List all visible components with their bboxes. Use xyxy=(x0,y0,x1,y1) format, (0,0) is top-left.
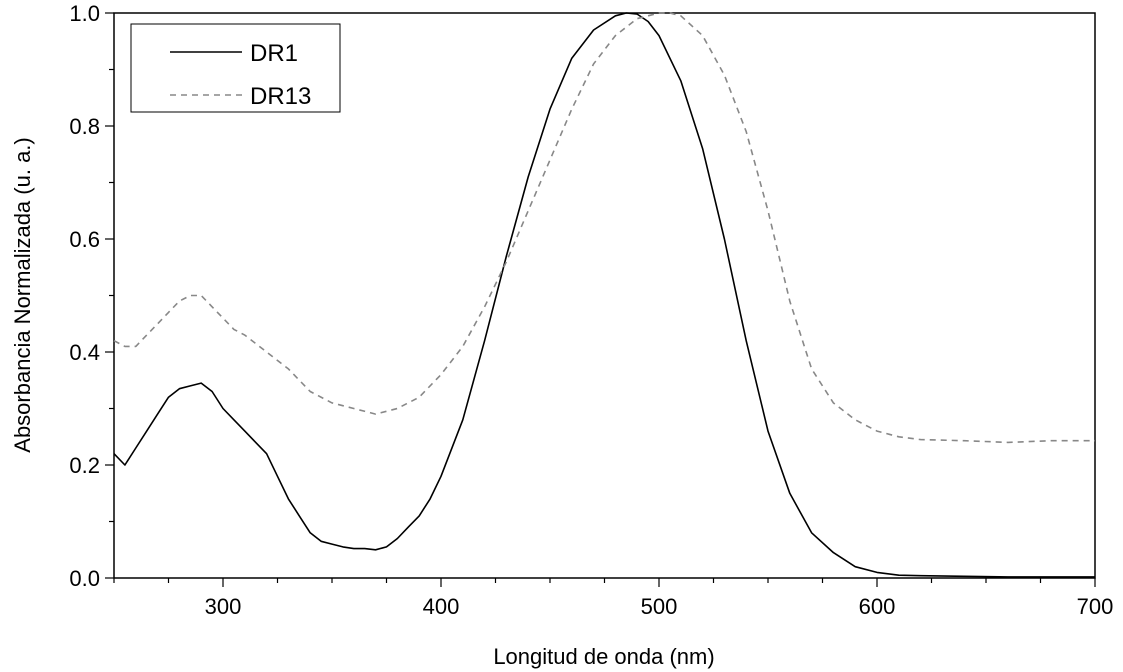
legend-label-dr13: DR13 xyxy=(250,83,311,110)
legend-label-dr1: DR1 xyxy=(250,40,298,67)
x-tick-label: 500 xyxy=(641,594,678,619)
series-line-dr13 xyxy=(113,12,1095,444)
y-tick-label: 1.0 xyxy=(69,1,100,26)
x-axis-label: Longitud de onda (nm) xyxy=(493,644,714,669)
y-tick-label: 0.0 xyxy=(69,566,100,591)
x-axis: 300 400 500 600 700 xyxy=(113,578,1114,619)
x-tick-label: 700 xyxy=(1077,594,1114,619)
y-tick-label: 0.2 xyxy=(69,453,100,478)
x-tick-label: 300 xyxy=(205,594,242,619)
legend-box xyxy=(130,23,341,113)
y-axis: 0.0 0.2 0.4 0.6 0.8 1.0 xyxy=(69,1,114,591)
y-tick-label: 0.4 xyxy=(69,340,100,365)
series-line-dr1 xyxy=(113,12,1095,578)
x-tick-label: 400 xyxy=(423,594,460,619)
y-tick-label: 0.8 xyxy=(69,114,100,139)
x-tick-label: 600 xyxy=(859,594,896,619)
series-layer xyxy=(113,12,1095,578)
legend: DR1 DR13 xyxy=(130,23,341,113)
y-axis-label: Absorbancia Normalizada (u. a.) xyxy=(10,137,35,452)
y-tick-label: 0.6 xyxy=(69,227,100,252)
